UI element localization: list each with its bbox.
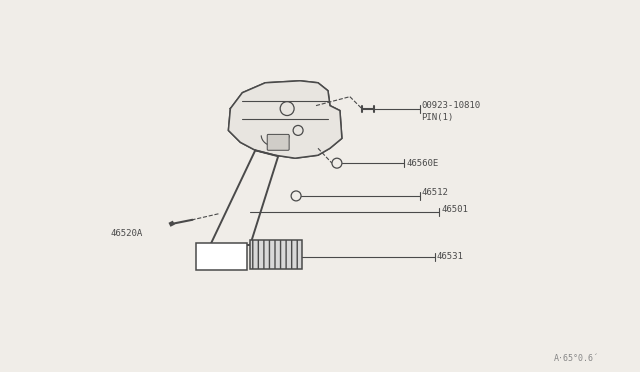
Polygon shape [228, 81, 342, 158]
Bar [250, 240, 302, 269]
Text: 46512: 46512 [422, 189, 449, 198]
FancyBboxPatch shape [268, 134, 289, 150]
Text: 00923-10810: 00923-10810 [422, 101, 481, 110]
Text: A·65°0.6´: A·65°0.6´ [554, 354, 599, 363]
Bar [196, 243, 247, 270]
Text: 46560E: 46560E [406, 159, 439, 168]
Text: PIN(1): PIN(1) [422, 113, 454, 122]
Text: 46501: 46501 [442, 205, 468, 214]
Text: 46531: 46531 [436, 252, 463, 261]
Text: 46520A: 46520A [111, 229, 143, 238]
